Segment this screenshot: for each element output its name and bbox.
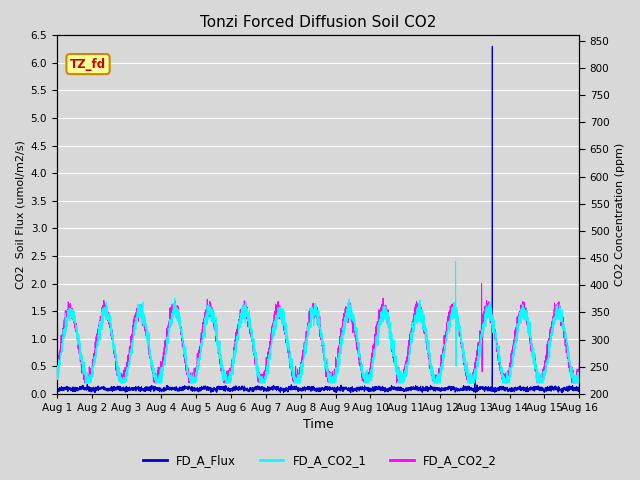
X-axis label: Time: Time xyxy=(303,419,333,432)
Legend: FD_A_Flux, FD_A_CO2_1, FD_A_CO2_2: FD_A_Flux, FD_A_CO2_1, FD_A_CO2_2 xyxy=(138,449,502,472)
Text: TZ_fd: TZ_fd xyxy=(70,58,106,71)
Title: Tonzi Forced Diffusion Soil CO2: Tonzi Forced Diffusion Soil CO2 xyxy=(200,15,436,30)
Y-axis label: CO2 Concentration (ppm): CO2 Concentration (ppm) xyxy=(615,143,625,286)
Y-axis label: CO2  Soil Flux (umol/m2/s): CO2 Soil Flux (umol/m2/s) xyxy=(15,140,25,289)
